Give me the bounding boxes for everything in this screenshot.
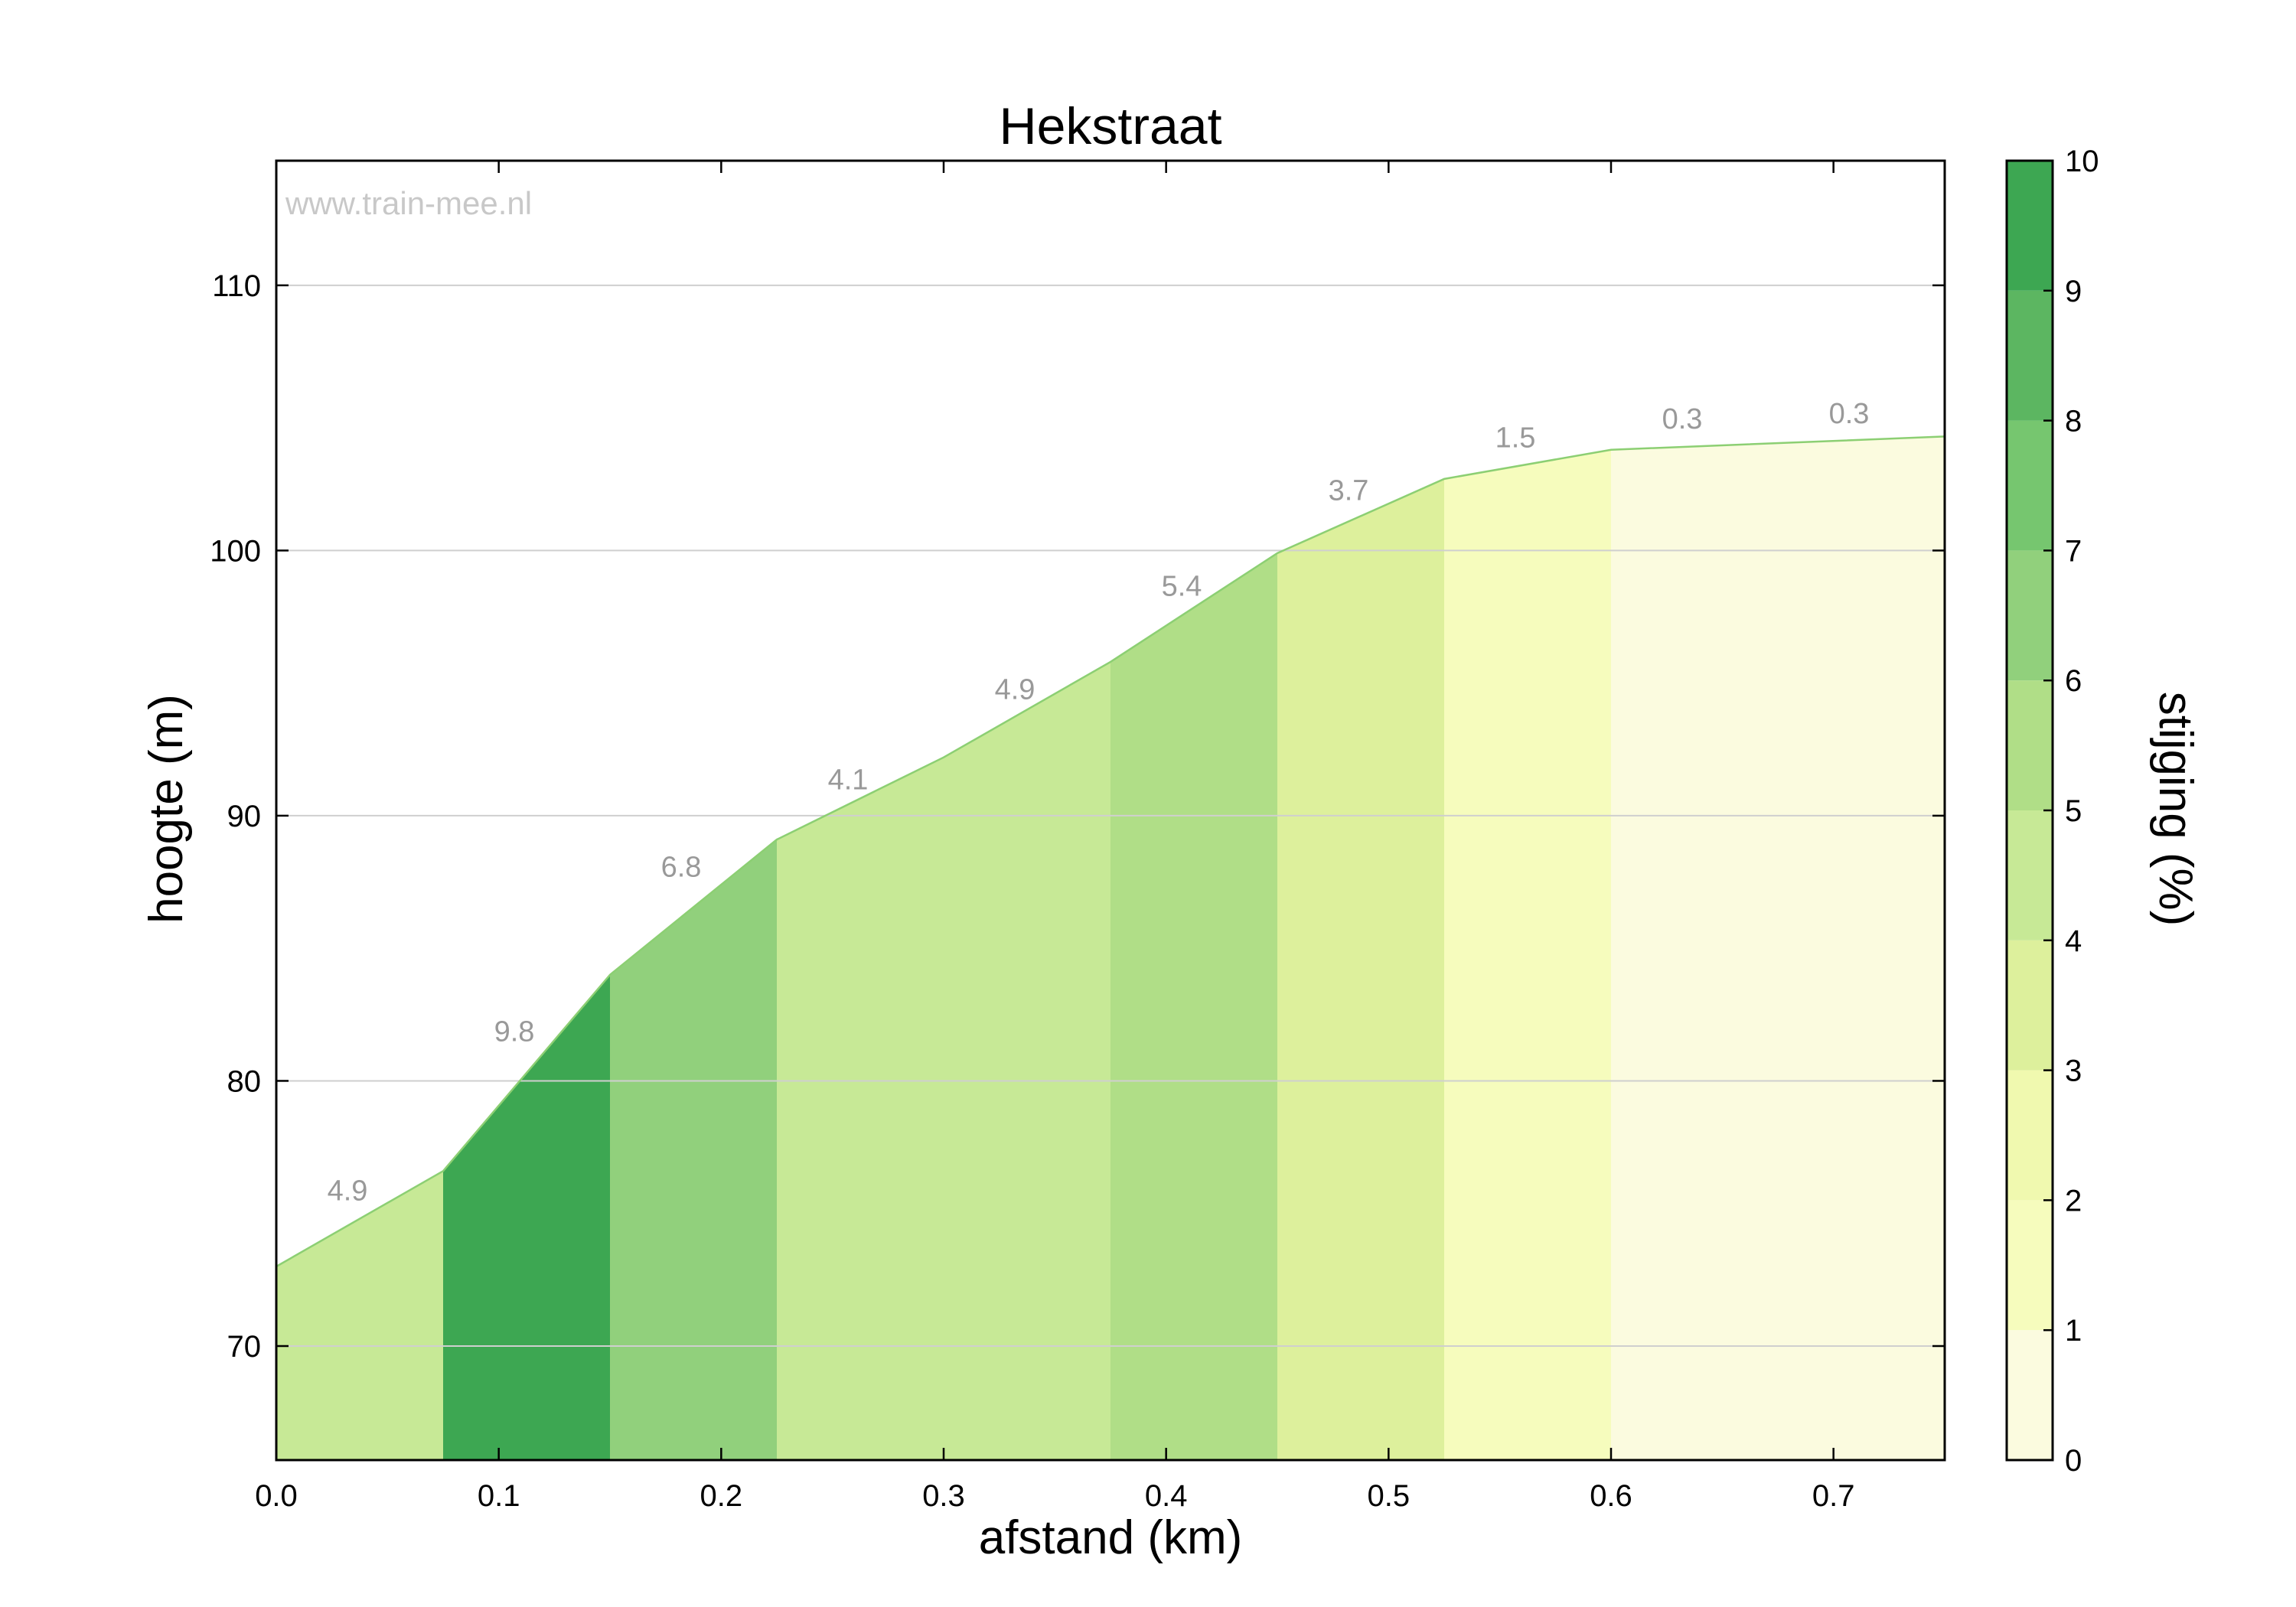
x-tick-label: 0.3	[922, 1479, 965, 1513]
x-tick-label: 0.0	[255, 1479, 298, 1513]
colorbar-band-7	[2007, 420, 2053, 551]
watermark-text: www.train-mee.nl	[285, 185, 532, 221]
colorbar-tick-label: 1	[2065, 1314, 2082, 1348]
elevation-profile-line	[276, 435, 1945, 1268]
colorbar-band-6	[2007, 550, 2053, 681]
x-axis-label: afstand (km)	[979, 1511, 1243, 1564]
y-tick-label: 110	[212, 269, 261, 303]
gradient-segment-7	[1444, 449, 1611, 1460]
y-axis-label: hoogte (m)	[140, 694, 193, 924]
gradient-segment-6	[1277, 478, 1444, 1461]
x-tick-label: 0.4	[1145, 1479, 1188, 1513]
segment-gradient-labels: 4.9 9.8 6.8 4.1 4.9 5.4 3.7 1.5 0.3 0.3	[328, 398, 1870, 1207]
colorbar-band-1	[2007, 1200, 2053, 1331]
gradient-segment-1	[276, 1171, 443, 1460]
plot-frame	[275, 159, 1946, 1462]
y-tick-label: 80	[227, 1064, 262, 1098]
y-tick-label: 100	[210, 534, 261, 568]
segment-label-9: 0.3	[1662, 403, 1703, 435]
colorbar-tick-label: 7	[2065, 534, 2082, 568]
colorbar-band-4	[2007, 810, 2053, 940]
colorbar: 0 1 2 3 4 5 6 7 8 9 10	[2005, 145, 2099, 1478]
segment-label-7: 3.7	[1329, 475, 1369, 507]
x-tick-label: 0.5	[1368, 1479, 1411, 1513]
segment-label-1: 4.9	[328, 1175, 368, 1207]
horizontal-gridlines	[276, 284, 1945, 1347]
segment-label-6: 5.4	[1162, 570, 1202, 602]
y-axis: 70 80 90 100 110	[210, 269, 1945, 1364]
x-tick-label: 0.2	[700, 1479, 743, 1513]
colorbar-tick-label: 9	[2065, 275, 2082, 308]
colorbar-band-9	[2007, 161, 2053, 291]
colorbar-tick-label: 3	[2065, 1054, 2082, 1088]
colorbar-band-0	[2007, 1330, 2053, 1460]
colorbar-tick-label: 10	[2065, 145, 2099, 178]
segment-label-10: 0.3	[1829, 398, 1870, 430]
x-axis: 0.0 0.1 0.2 0.3 0.4 0.5 0.6 0.7	[255, 161, 1854, 1513]
segment-label-5: 4.9	[995, 673, 1035, 706]
gradient-segment-4	[777, 661, 1110, 1460]
colorbar-tick-label: 2	[2065, 1184, 2082, 1217]
x-tick-label: 0.7	[1812, 1479, 1855, 1513]
segment-label-8: 1.5	[1495, 422, 1536, 454]
gradient-segment-8	[1611, 436, 1945, 1460]
segment-label-4: 4.1	[828, 764, 869, 796]
colorbar-band-8	[2007, 290, 2053, 421]
colorbar-band-3	[2007, 940, 2053, 1071]
colorbar-tick-label: 4	[2065, 924, 2082, 958]
segment-label-2: 9.8	[494, 1015, 535, 1048]
y-tick-label: 90	[227, 800, 262, 833]
colorbar-label: stijging (%)	[2149, 692, 2202, 927]
x-tick-label: 0.6	[1590, 1479, 1632, 1513]
colorbar-tick-label: 5	[2065, 794, 2082, 828]
colorbar-band-5	[2007, 680, 2053, 810]
gradient-segment-3	[610, 839, 777, 1460]
colorbar-tick-label: 0	[2065, 1444, 2082, 1478]
gradient-segments	[276, 436, 1945, 1461]
segment-label-3: 6.8	[661, 852, 702, 884]
gradient-segment-5	[1110, 553, 1277, 1461]
colorbar-band-2	[2007, 1070, 2053, 1201]
x-tick-label: 0.1	[478, 1479, 520, 1513]
y-tick-label: 70	[227, 1330, 262, 1364]
colorbar-tick-label: 6	[2065, 664, 2082, 698]
chart-title: Hekstraat	[1000, 97, 1222, 155]
gradient-segment-2	[443, 974, 610, 1460]
colorbar-tick-label: 8	[2065, 405, 2082, 438]
